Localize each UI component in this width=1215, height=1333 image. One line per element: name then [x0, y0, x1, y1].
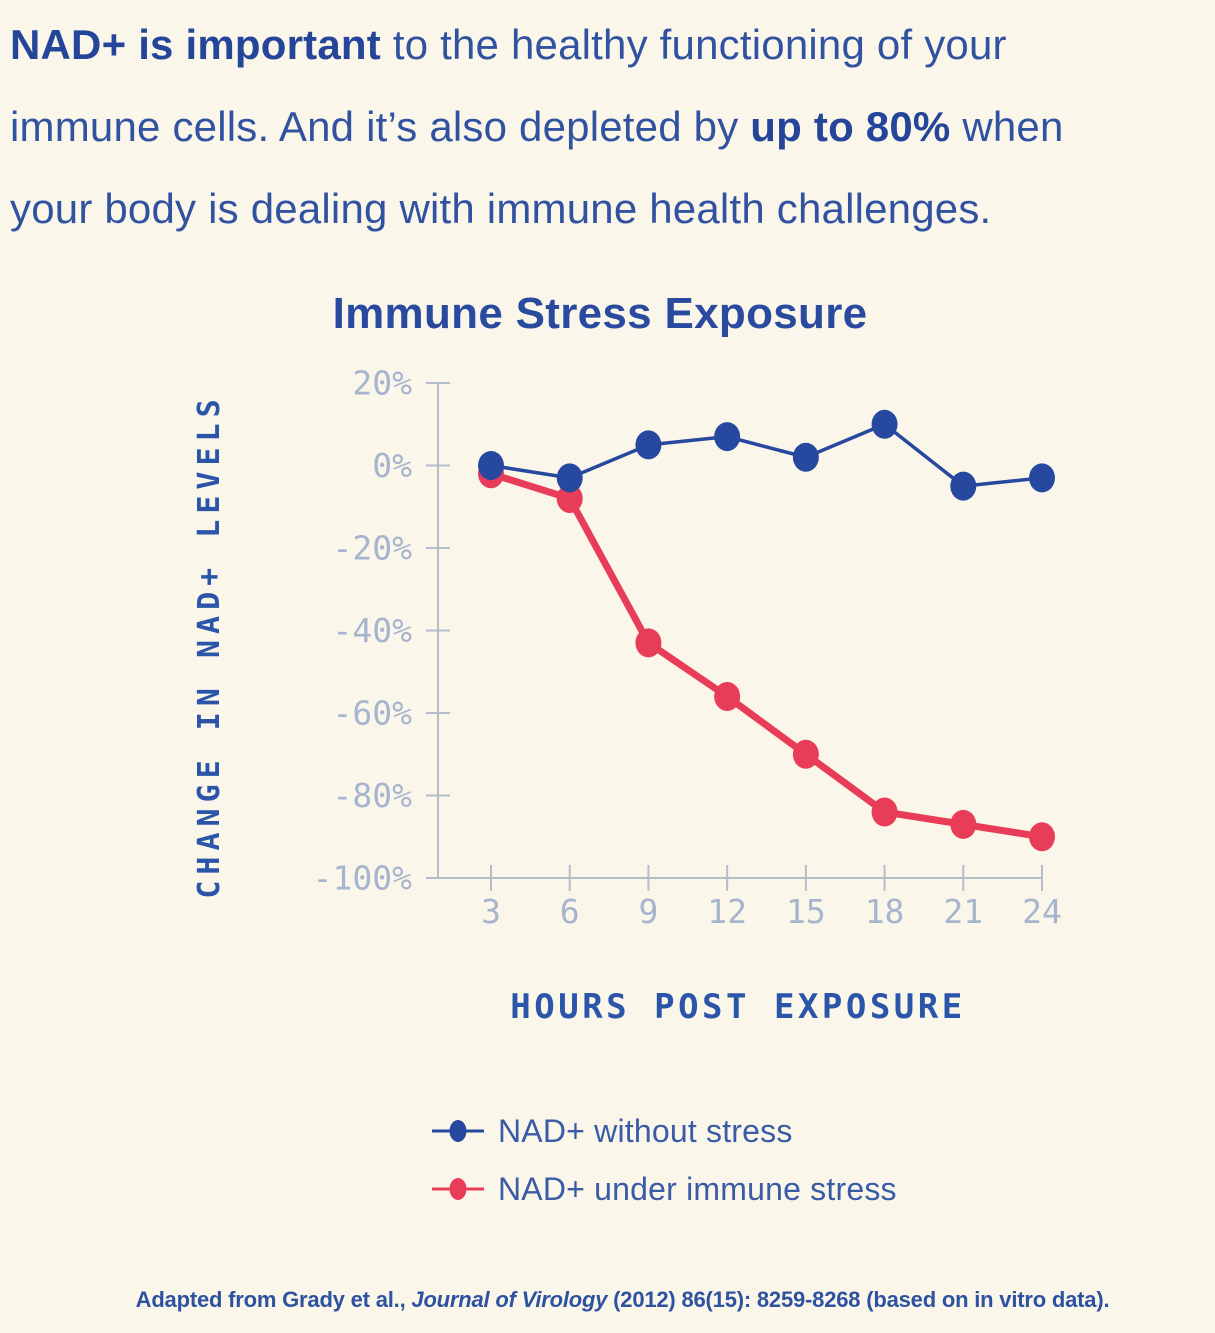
x-tick-label: 6	[560, 892, 580, 931]
chart-title: Immune Stress Exposure	[332, 289, 868, 338]
x-tick-label: 24	[1022, 892, 1062, 931]
legend-item-nad-without-stress: NAD+ without stress	[430, 1108, 897, 1154]
blue-series-legend-marker-icon	[432, 1120, 484, 1142]
series-marker	[950, 809, 977, 839]
y-tick-label: 0%	[372, 446, 412, 485]
source-citation: Adapted from Grady et al., Journal of Vi…	[135, 1287, 1110, 1312]
series-marker	[792, 739, 819, 769]
series-marker	[635, 628, 662, 658]
intro-paragraph: NAD+ is important to the healthy functio…	[10, 21, 1064, 232]
legend-item-nad-under-immune-stress: NAD+ under immune stress	[430, 1166, 897, 1212]
series-marker	[478, 451, 504, 480]
series-marker	[792, 442, 819, 472]
series-marker	[871, 797, 898, 827]
series-marker	[1029, 463, 1055, 493]
red-series-legend-marker-icon	[432, 1178, 484, 1200]
series-marker	[1029, 822, 1055, 852]
y-axis-title: CHANGE IN NAD+ LEVELS	[192, 393, 227, 899]
y-tick-label: -80%	[333, 776, 413, 815]
axis-lines	[437, 383, 1042, 879]
series-marker	[714, 422, 741, 452]
y-tick-label: -40%	[333, 611, 413, 650]
x-tick-label: 12	[707, 892, 747, 931]
series-marker	[635, 430, 662, 460]
y-tick-label: 20%	[352, 364, 412, 403]
x-tick-label: 15	[786, 892, 826, 931]
chart-legend: NAD+ without stress NAD+ under immune st…	[430, 1108, 897, 1224]
y-tick-label: -60%	[333, 694, 413, 733]
series-marker	[556, 484, 583, 513]
series-marker	[950, 471, 977, 501]
x-tick-label: 21	[943, 892, 983, 931]
series-line	[489, 470, 1043, 841]
series-line	[490, 422, 1043, 488]
nad-line-chart: 20% 0% -20% -40% -60% -80% -100% 3 6 9 12 15 18 21 24	[313, 364, 1062, 932]
series-marker	[871, 409, 898, 439]
series-marker	[714, 682, 741, 711]
legend-label: NAD+ without stress	[498, 1112, 793, 1149]
x-tick-label: 18	[865, 892, 905, 931]
y-tick-label: -20%	[333, 529, 413, 568]
series-marker	[556, 463, 583, 493]
x-axis-title: HOURS POST EXPOSURE	[510, 987, 966, 1027]
legend-label: NAD+ under immune stress	[498, 1170, 897, 1207]
x-tick-label: 3	[481, 892, 501, 931]
x-tick-label: 9	[638, 892, 658, 931]
y-tick-label: -100%	[313, 859, 412, 898]
